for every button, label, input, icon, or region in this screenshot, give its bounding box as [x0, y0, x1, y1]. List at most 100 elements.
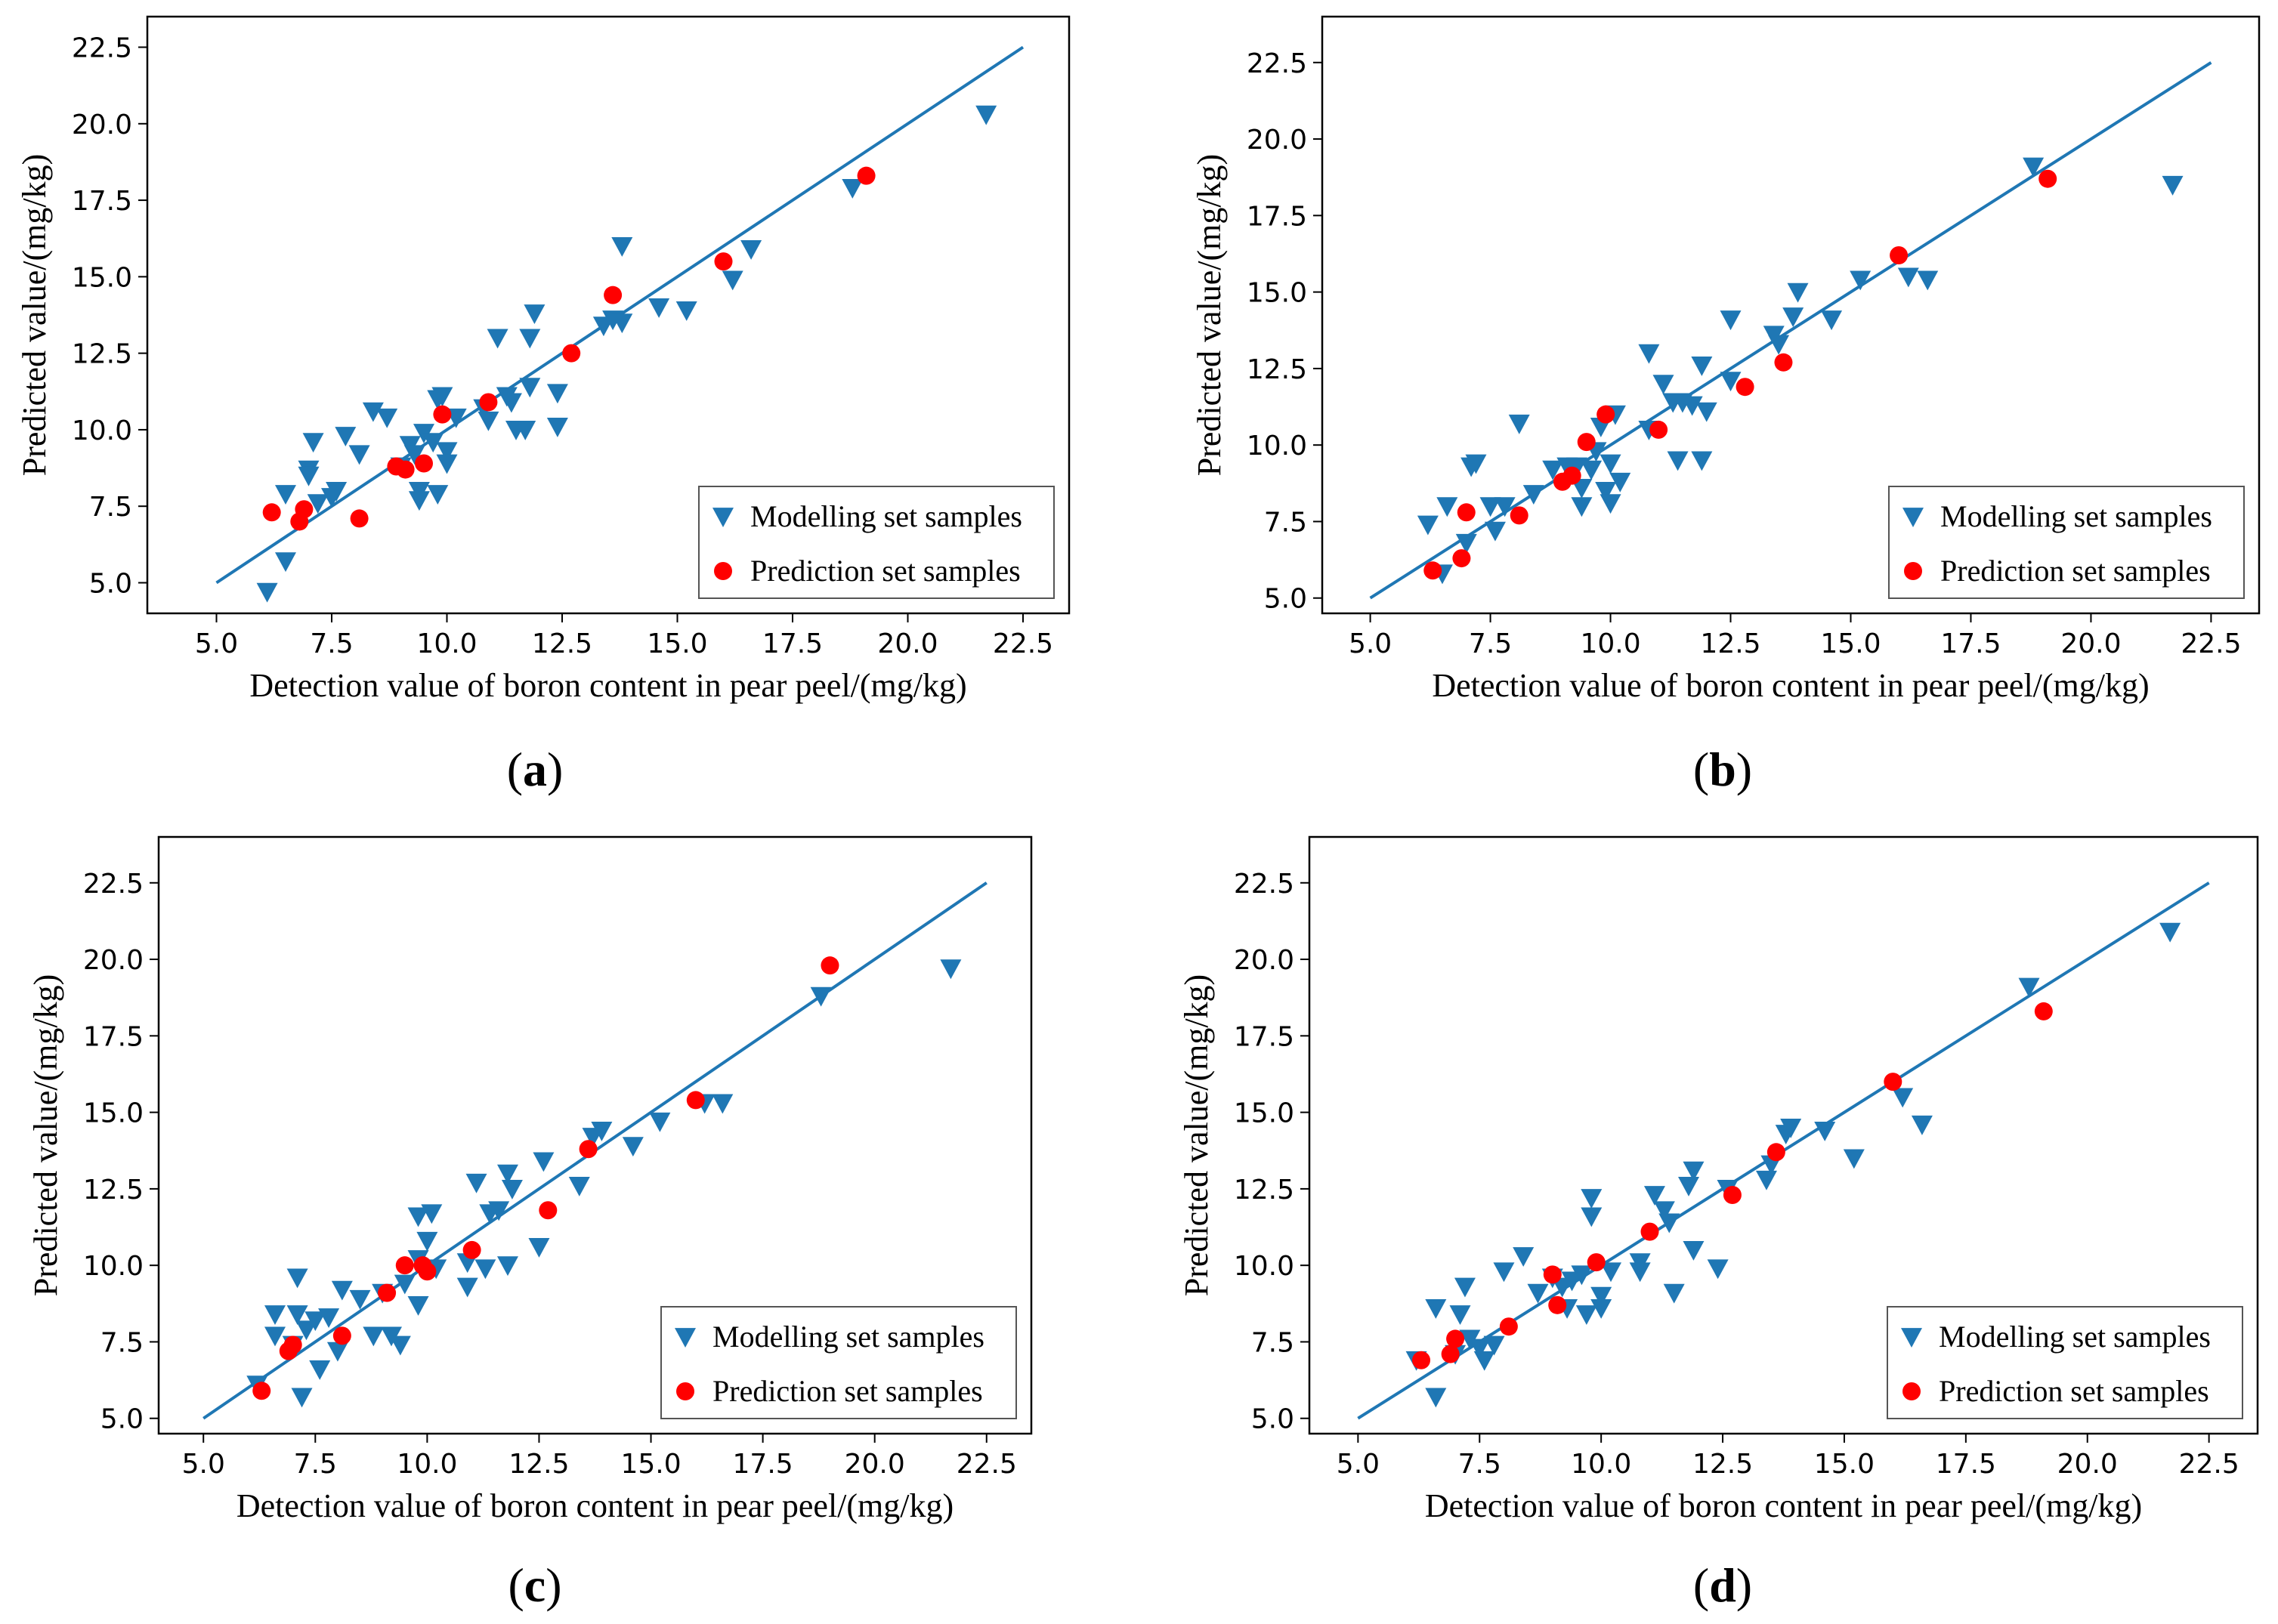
modelling-point	[256, 582, 278, 603]
modelling-point	[591, 1122, 613, 1141]
prediction-point	[1649, 420, 1668, 439]
modelling-point	[1638, 344, 1660, 364]
y-tick-label: 5.0	[89, 568, 132, 599]
modelling-point	[1473, 1351, 1495, 1371]
y-tick-label: 12.5	[1247, 354, 1307, 385]
modelling-point	[546, 384, 568, 404]
modelling-point	[2159, 922, 2181, 943]
modelling-point	[546, 417, 568, 437]
x-tick-label: 12.5	[532, 628, 592, 659]
modelling-point	[1683, 1241, 1705, 1261]
modelling-point	[1479, 497, 1501, 517]
x-tick-label: 10.0	[1580, 628, 1640, 659]
y-tick-label: 10.0	[1247, 431, 1307, 462]
modelling-point	[1897, 267, 1919, 288]
modelling-point	[427, 485, 449, 505]
x-tick-label: 22.5	[993, 628, 1053, 659]
y-tick-label: 7.5	[89, 492, 132, 523]
x-tick-label: 10.0	[1571, 1449, 1631, 1480]
prediction-point	[1499, 1317, 1518, 1336]
x-tick-label: 12.5	[1692, 1449, 1753, 1480]
x-axis-label: Detection value of boron content in pear…	[1432, 667, 2149, 704]
modelling-point	[326, 1341, 348, 1362]
modelling-point	[431, 387, 453, 407]
modelling-point	[1542, 460, 1564, 480]
prediction-point	[378, 1283, 397, 1302]
modelling-point	[1658, 1213, 1680, 1233]
y-tick-label: 7.5	[1251, 1327, 1294, 1358]
modelling-point	[326, 482, 348, 502]
modelling-point	[1508, 414, 1530, 434]
y-tick-label: 5.0	[100, 1404, 144, 1435]
modelling-point	[1780, 1118, 1802, 1138]
modelling-point	[1667, 451, 1689, 471]
panel-d: 5.0 7.5 10.0 12.5 15.0 17.5 20.0 22.5 5.0 7.5 10.0…	[1178, 835, 2259, 1524]
x-tick-label: 17.5	[762, 628, 823, 659]
modelling-point	[264, 1305, 286, 1325]
prediction-point	[433, 405, 452, 424]
modelling-point	[488, 1201, 510, 1221]
modelling-point	[1691, 356, 1713, 376]
modelling-point	[1652, 375, 1674, 395]
x-tick-label: 7.5	[310, 628, 353, 659]
modelling-point	[408, 482, 430, 502]
modelling-point	[422, 433, 444, 453]
prediction-point	[562, 344, 581, 363]
prediction-point	[1766, 1143, 1785, 1162]
modelling-point	[394, 1274, 416, 1295]
modelling-point	[286, 1268, 308, 1289]
modelling-point	[524, 304, 546, 324]
modelling-point	[1493, 1262, 1515, 1283]
modelling-point	[286, 1305, 308, 1325]
prediction-point	[395, 1256, 414, 1275]
legend-box	[1888, 486, 2245, 599]
panel-a: 5.0 7.5 10.0 12.5 15.0 17.5 20.0 22.5 5.0 7.5 10.0…	[16, 15, 1071, 704]
panel-b: 5.0 7.5 10.0 12.5 15.0 17.5 20.0 22.5 5.0 7.5 10.0…	[1191, 15, 2261, 704]
legend-entry: Modelling set samples	[1939, 1320, 2211, 1354]
x-tick-label: 12.5	[508, 1449, 569, 1480]
modelling-point	[416, 1231, 438, 1252]
y-axis-label: Predicted value/(mg/kg)	[1191, 154, 1228, 476]
legend-triangle-marker	[1902, 508, 1924, 527]
prediction-point	[283, 1335, 302, 1354]
prediction-point	[1446, 1329, 1465, 1348]
modelling-point	[519, 329, 541, 349]
prediction-point	[1577, 433, 1596, 452]
x-axis-label: Detection value of boron content in pear…	[249, 667, 966, 704]
modelling-point	[1600, 454, 1621, 474]
x-tick-label: 10.0	[416, 628, 477, 659]
prediction-point	[1596, 405, 1615, 424]
modelling-point	[533, 1152, 555, 1172]
panel-label: (d)	[1693, 1558, 1752, 1612]
prediction-point	[1562, 466, 1581, 485]
modelling-point	[1417, 515, 1439, 536]
y-tick-label: 15.0	[1247, 278, 1307, 309]
y-tick-label: 10.0	[72, 415, 132, 446]
modelling-point	[497, 1256, 518, 1277]
x-tick-label: 5.0	[1349, 628, 1392, 659]
prediction-point	[332, 1326, 351, 1345]
modelling-point	[1527, 1283, 1549, 1304]
legend-triangle-marker	[675, 1328, 696, 1348]
prediction-point	[1543, 1265, 1562, 1284]
modelling-point	[1917, 270, 1939, 291]
prediction-point	[1412, 1351, 1431, 1369]
modelling-point	[1787, 283, 1809, 303]
modelling-point	[1581, 1189, 1603, 1209]
x-tick-label: 17.5	[1936, 1449, 1996, 1480]
prediction-point	[1723, 1186, 1742, 1204]
prediction-point	[1774, 353, 1793, 372]
legend-entry: Modelling set samples	[1940, 499, 2212, 533]
y-tick-label: 22.5	[1234, 869, 1294, 900]
modelling-point	[611, 313, 633, 334]
modelling-point	[478, 411, 499, 431]
prediction-point	[1890, 246, 1909, 264]
legend-circle-marker	[1904, 562, 1922, 580]
modelling-point	[304, 1311, 326, 1332]
modelling-point	[1892, 1088, 1914, 1108]
prediction-point	[604, 286, 623, 304]
prediction-point	[350, 509, 369, 528]
x-tick-label: 7.5	[294, 1449, 337, 1480]
prediction-point	[415, 454, 433, 473]
modelling-point	[335, 427, 357, 447]
